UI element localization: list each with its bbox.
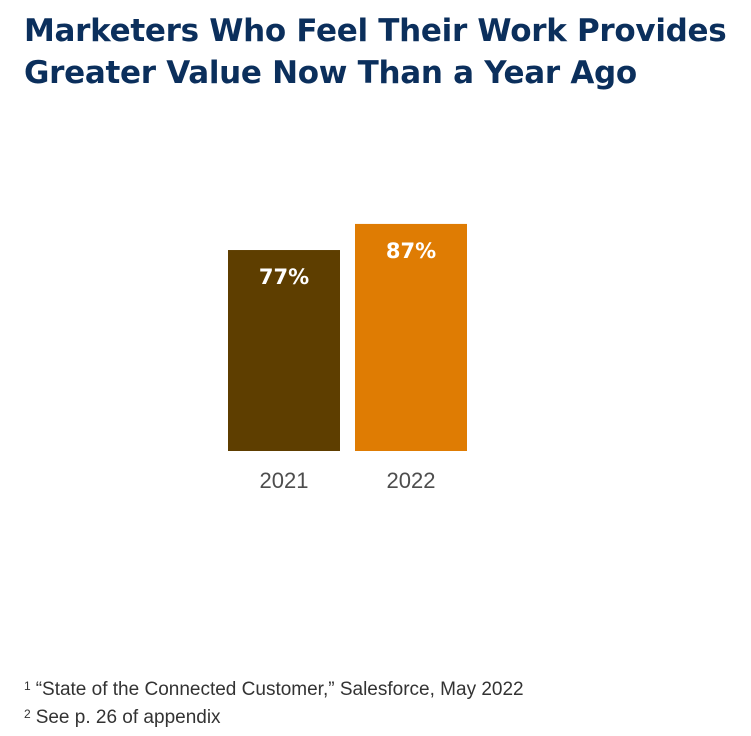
chart-title: Marketers Who Feel Their Work Provides G… <box>24 10 734 94</box>
footnote-1-marker: 1 <box>24 679 31 693</box>
chart-title-line-1: Marketers Who Feel Their Work Provides <box>24 13 727 49</box>
footnote-2-text: See p. 26 of appendix <box>35 707 221 728</box>
data-label-2022: 87% <box>386 239 436 263</box>
bar-2021 <box>228 250 340 451</box>
data-label-2021: 77% <box>259 265 309 289</box>
bar-2022 <box>355 223 467 451</box>
footnote-1-text: “State of the Connected Customer,” Sales… <box>35 679 524 700</box>
x-tick-label-2022: 2022 <box>387 468 436 493</box>
footnotes: 1 “State of the Connected Customer,” Sale… <box>24 674 524 730</box>
footnote-2: 2 See p. 26 of appendix <box>24 702 524 730</box>
chart-title-line-2: Greater Value Now Than a Year Ago <box>24 55 637 91</box>
footnote-1: 1 “State of the Connected Customer,” Sale… <box>24 674 524 702</box>
footnote-2-marker: 2 <box>24 707 31 721</box>
x-tick-label-2021: 2021 <box>260 468 309 493</box>
